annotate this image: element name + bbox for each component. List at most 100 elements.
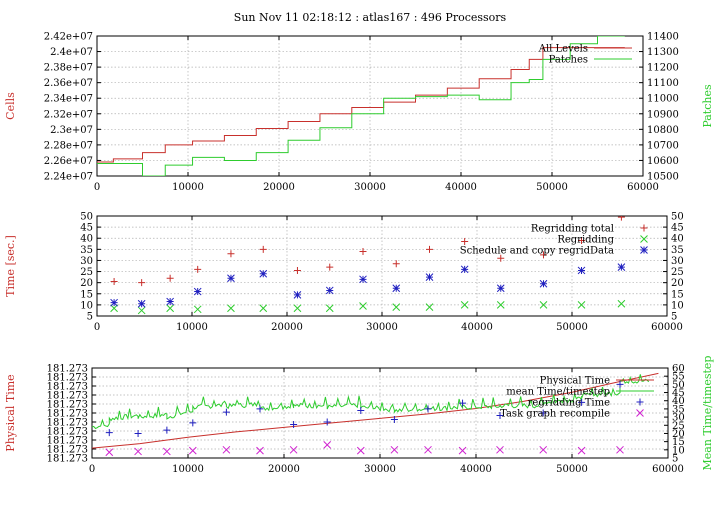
legend-entry-label: Physical Time <box>540 376 610 387</box>
data-point <box>188 446 197 455</box>
data-point <box>460 301 469 309</box>
data-point <box>617 216 625 221</box>
y-tick-label: 181.273 <box>47 454 88 465</box>
data-point <box>392 260 400 268</box>
y-tick-label: 181.273 <box>47 400 88 411</box>
x-tick-label: 10000 <box>172 464 204 475</box>
plot-area <box>97 36 625 176</box>
y-tick-label: 30 <box>80 256 93 267</box>
legend-entry-label: mean Time/timestep <box>506 387 610 398</box>
x-tick-label: 0 <box>94 322 100 333</box>
data-point <box>496 301 505 309</box>
data-point <box>392 303 401 311</box>
data-point <box>616 380 624 388</box>
data-point <box>138 279 146 287</box>
y-tick-label: 2.28e+07 <box>44 140 93 151</box>
data-point <box>458 446 467 455</box>
data-point <box>227 250 235 258</box>
legend-entry-label: Regridding <box>557 235 614 246</box>
y-tick-label: 45 <box>80 223 93 234</box>
x-tick-label: 10000 <box>176 322 208 333</box>
y-tick-label: 181.273 <box>47 364 88 375</box>
y-axis-label: Cells <box>4 92 17 120</box>
data-point <box>577 446 586 455</box>
y2-tick-label: 50 <box>672 380 685 391</box>
x-tick-label: 50000 <box>556 322 588 333</box>
data-point <box>390 445 399 454</box>
data-point <box>459 399 467 407</box>
data-point <box>578 236 585 244</box>
data-point <box>326 263 334 271</box>
series-mean-time-timestep-line <box>92 374 650 430</box>
y2-tick-label: 15 <box>671 289 684 300</box>
data-point <box>166 297 175 306</box>
data-point <box>259 245 267 253</box>
y2-tick-label: 60 <box>672 364 685 375</box>
y2-tick-label: 55 <box>672 372 685 383</box>
y2-tick-label: 50 <box>671 212 684 223</box>
y2-tick-label: 11300 <box>647 47 679 58</box>
data-point <box>222 445 231 454</box>
data-point <box>323 441 332 449</box>
data-point <box>359 248 367 256</box>
y2-tick-label: 10 <box>672 445 685 456</box>
legend-marker <box>640 224 648 232</box>
y-tick-label: 5 <box>87 312 93 323</box>
data-point <box>539 279 548 288</box>
data-point <box>166 274 174 282</box>
data-point <box>356 446 365 455</box>
y2-tick-label: 25 <box>672 421 685 432</box>
data-point <box>539 445 548 454</box>
data-point <box>193 305 202 314</box>
y-tick-label: 2.26e+07 <box>44 156 93 167</box>
data-point <box>390 416 398 424</box>
y2-tick-label: 45 <box>671 223 684 234</box>
y2-tick-label: 10500 <box>647 172 679 183</box>
y2-tick-label: 10700 <box>647 140 679 151</box>
data-point <box>539 301 548 309</box>
data-point <box>460 265 469 274</box>
y-tick-label: 2.24e+07 <box>44 172 93 183</box>
y2-tick-label: 15 <box>672 437 685 448</box>
x-tick-label: 60000 <box>627 182 659 193</box>
y-tick-label: 20 <box>80 278 93 289</box>
series-patches-line <box>97 36 625 176</box>
data-point <box>577 301 586 309</box>
y2-axis-label: Mean Time/timestep <box>701 356 714 471</box>
series-all-levels-line <box>97 47 625 163</box>
y2-tick-label: 35 <box>672 404 685 415</box>
y-tick-label: 2.34e+07 <box>44 94 93 105</box>
y-tick-label: 181.273 <box>47 391 88 402</box>
data-point <box>539 409 547 417</box>
data-point <box>189 419 197 427</box>
x-tick-label: 30000 <box>364 464 396 475</box>
data-point <box>359 275 367 284</box>
y-axis-label: Physical Time <box>4 374 17 451</box>
legend-entry-label: All Levels <box>538 44 588 55</box>
x-tick-label: 20000 <box>268 464 300 475</box>
y2-tick-label: 5 <box>671 312 677 323</box>
y2-tick-label: 10600 <box>647 156 679 167</box>
data-point <box>461 238 469 246</box>
data-point <box>134 429 142 437</box>
x-tick-label: 60000 <box>651 322 683 333</box>
legend-marker <box>636 398 644 406</box>
y-tick-label: 181.273 <box>47 436 88 447</box>
data-point <box>105 448 114 457</box>
data-point <box>256 405 264 413</box>
data-point <box>540 251 547 259</box>
data-point <box>357 407 365 415</box>
y-tick-label: 2.3e+07 <box>50 125 93 136</box>
legend-entry-label: Regridding total <box>531 224 614 235</box>
data-point <box>426 245 433 253</box>
data-point <box>137 299 146 308</box>
data-point <box>424 445 432 454</box>
data-point <box>222 408 230 416</box>
x-tick-label: 60000 <box>652 464 684 475</box>
data-point <box>259 304 268 313</box>
chart-title: Sun Nov 11 02:18:12 : atlas167 : 496 Pro… <box>234 11 507 24</box>
y2-tick-label: 5 <box>672 454 678 465</box>
y-tick-label: 40 <box>80 234 93 245</box>
